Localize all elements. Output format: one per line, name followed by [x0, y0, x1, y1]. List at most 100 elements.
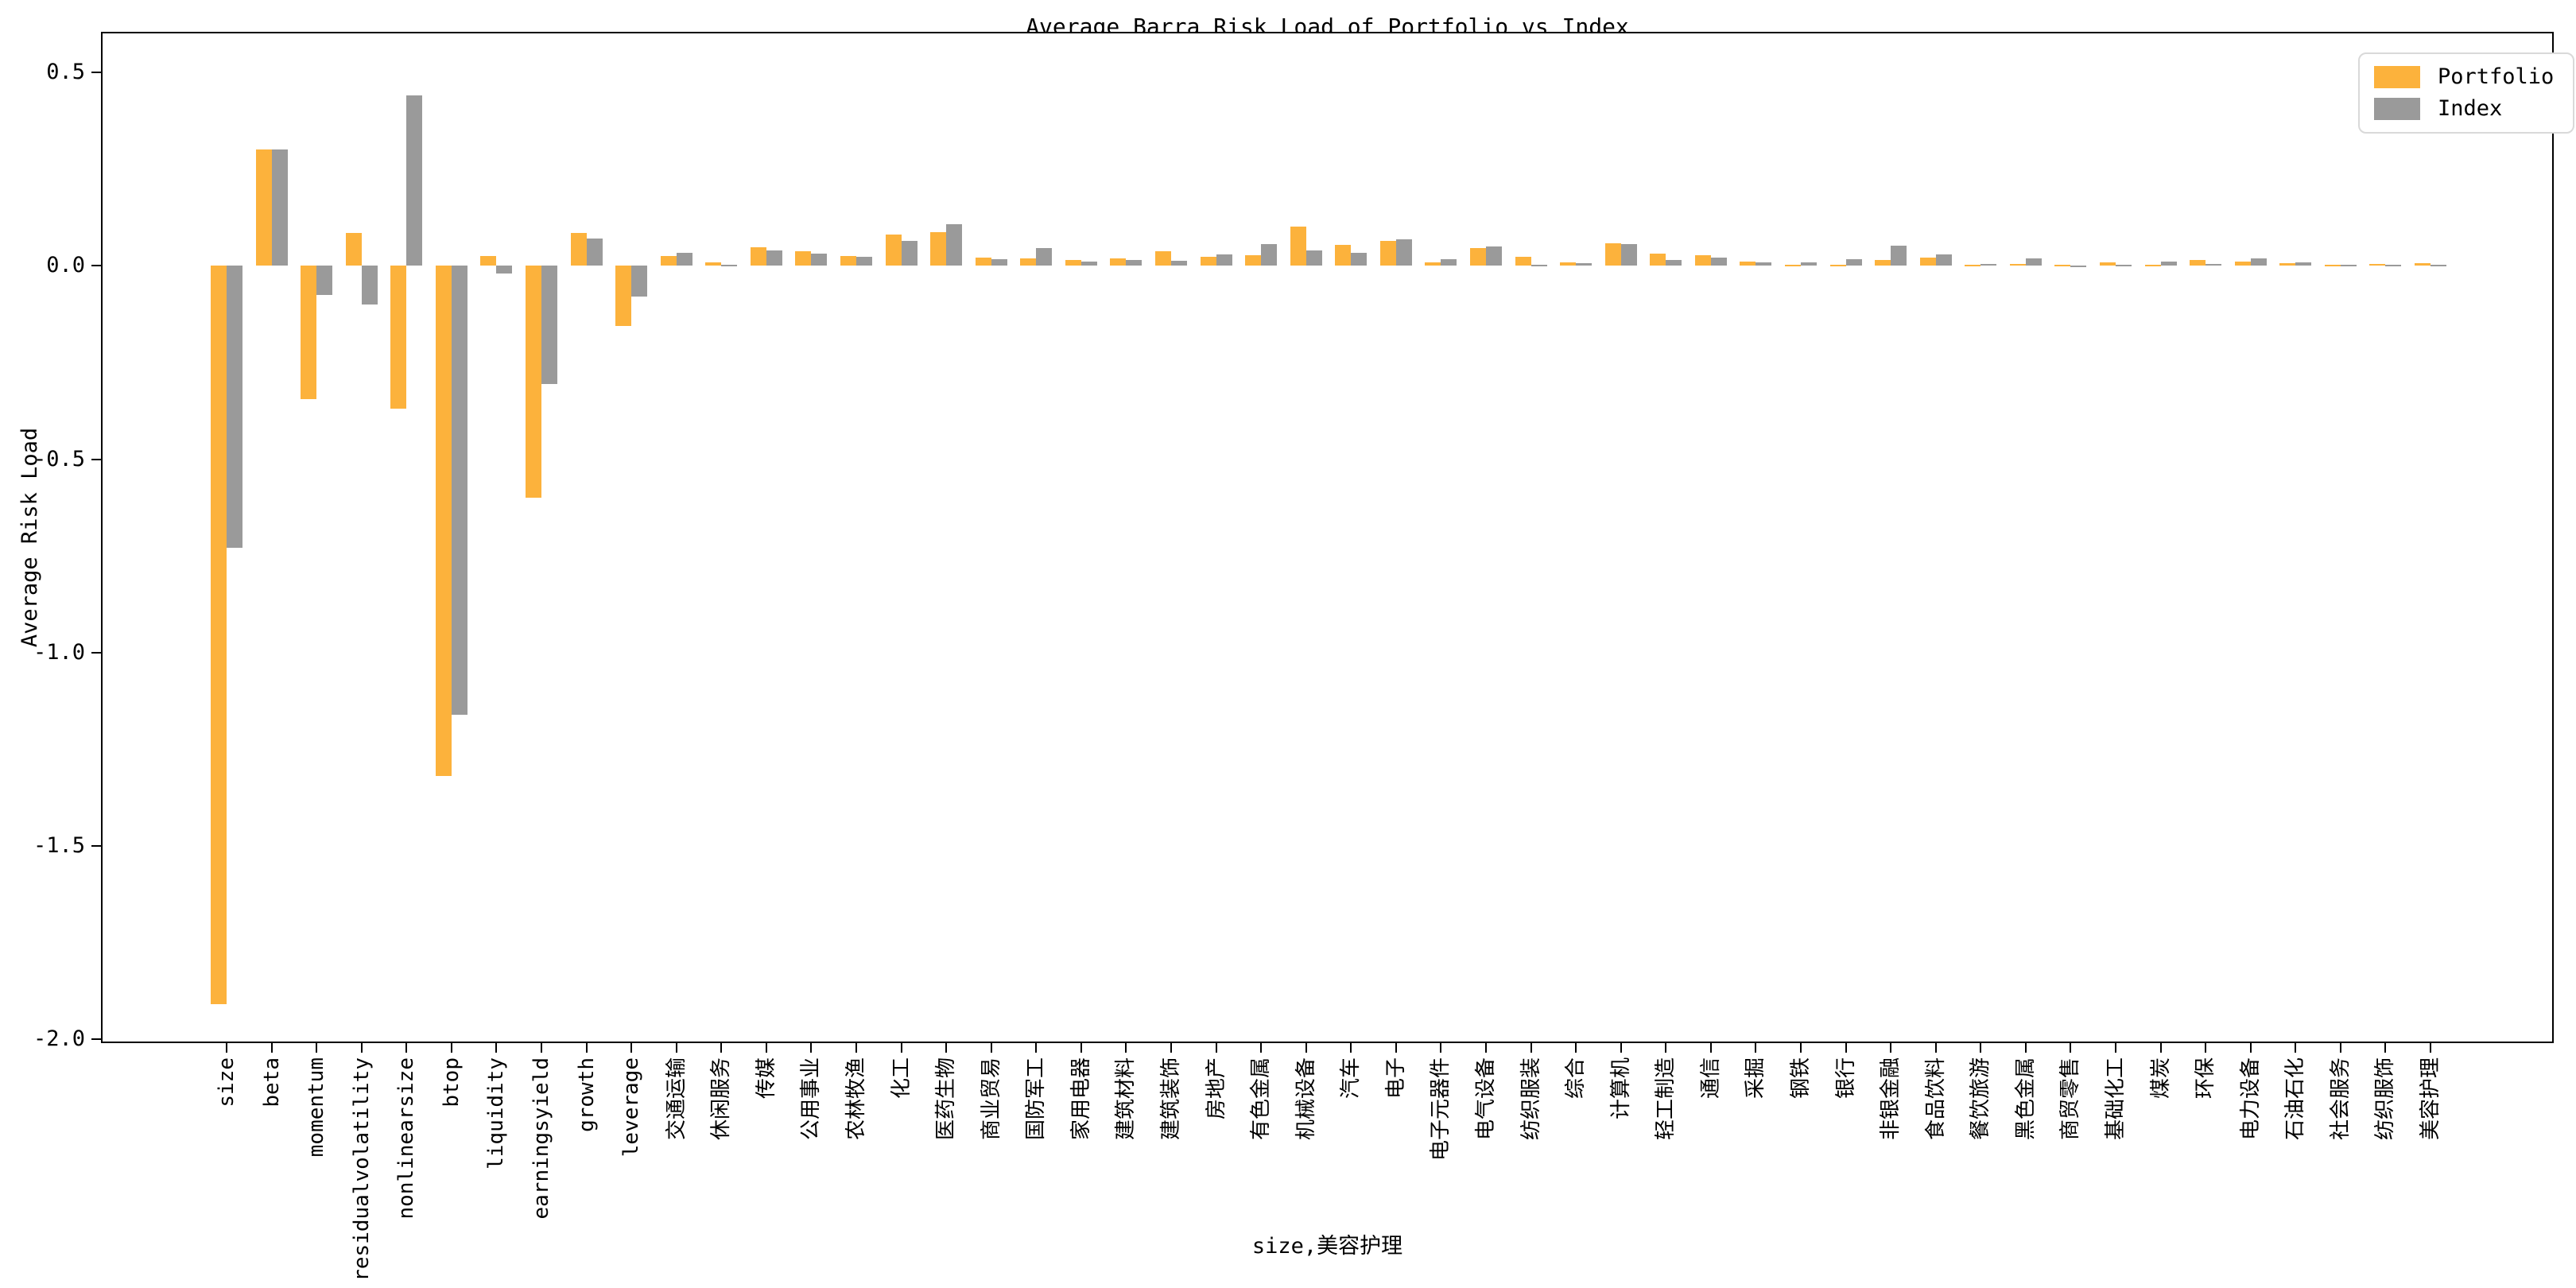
y-tick [91, 265, 101, 267]
x-tick-label: 钢铁 [1788, 1057, 1813, 1100]
index-bar-nonlinearsize [406, 95, 423, 266]
portfolio-bar-家用电器 [1065, 259, 1081, 266]
index-bar-环保 [2206, 263, 2222, 266]
portfolio-bar-电子 [1379, 241, 1396, 266]
y-tick-label: -1.0 [33, 639, 85, 665]
x-tick-label: 餐饮旅游 [1969, 1057, 1993, 1141]
portfolio-bar-综合 [1560, 262, 1577, 266]
x-tick-label: residualvolatility [349, 1057, 374, 1282]
index-bar-综合 [1576, 263, 1593, 266]
index-bar-电子 [1395, 239, 1412, 266]
portfolio-bar-电力设备 [2234, 261, 2251, 266]
x-tick [540, 1043, 542, 1053]
index-bar-btop [451, 266, 467, 715]
x-tick [900, 1043, 902, 1053]
x-tick [2024, 1043, 2027, 1053]
x-tick-label: 传媒 [754, 1057, 778, 1100]
index-bar-计算机 [1620, 243, 1637, 266]
x-tick-label: 医药生物 [934, 1057, 959, 1141]
x-tick [990, 1043, 992, 1053]
x-tick-label: 非银金融 [1879, 1057, 1903, 1141]
portfolio-bar-nonlinearsize [390, 266, 407, 409]
portfolio-bar-美容护理 [2414, 263, 2431, 266]
portfolio-bar-农林牧渔 [840, 255, 856, 266]
portfolio-bar-交通运输 [660, 255, 677, 266]
portfolio-bar-机械设备 [1290, 226, 1306, 266]
portfolio-bar-社会服务 [2324, 264, 2341, 266]
x-tick [1080, 1043, 1082, 1053]
index-bar-momentum [316, 266, 333, 295]
portfolio-bar-growth [570, 232, 587, 266]
portfolio-bar-size [211, 266, 227, 1005]
index-bar-交通运输 [676, 253, 692, 266]
index-bar-leverage [631, 266, 648, 297]
x-tick-label: 建筑材料 [1114, 1057, 1139, 1141]
index-bar-家用电器 [1080, 262, 1097, 266]
x-tick-label: 电力设备 [2238, 1057, 2263, 1141]
x-tick [2070, 1043, 2072, 1053]
x-tick-label: 综合 [1564, 1057, 1589, 1100]
x-tick [1980, 1043, 1982, 1053]
x-tick [2295, 1043, 2297, 1053]
index-bar-纺织服饰 [2385, 264, 2402, 266]
x-tick-label: momentum [305, 1057, 329, 1158]
portfolio-swatch [2374, 66, 2420, 88]
x-tick-label: 通信 [1698, 1057, 1723, 1100]
y-tick-label: 0.0 [46, 253, 85, 278]
index-bar-汽车 [1351, 253, 1368, 266]
x-tick-label: nonlinearsize [394, 1057, 419, 1220]
portfolio-bar-leverage [615, 266, 632, 326]
x-tick-label: 黑色金属 [2013, 1057, 2038, 1141]
x-tick [720, 1043, 723, 1053]
x-tick-label: 环保 [2194, 1057, 2218, 1100]
y-tick-label: -0.5 [33, 446, 85, 471]
x-tick [2339, 1043, 2341, 1053]
portfolio-bar-采掘 [1740, 262, 1756, 266]
index-bar-earningsyield [541, 266, 557, 384]
x-tick [810, 1043, 813, 1053]
x-tick [405, 1043, 408, 1053]
index-bar-电子元器件 [1441, 259, 1457, 266]
x-tick-label: 计算机 [1608, 1057, 1633, 1120]
index-bar-基础化工 [2115, 264, 2132, 266]
index-bar-通信 [1710, 258, 1727, 266]
x-tick [2114, 1043, 2116, 1053]
portfolio-bar-liquidity [480, 256, 497, 266]
index-bar-黑色金属 [2025, 258, 2042, 266]
index-bar-钢铁 [1800, 262, 1817, 266]
portfolio-bar-earningsyield [525, 266, 541, 499]
x-tick [1170, 1043, 1172, 1053]
x-tick-label: 基础化工 [2103, 1057, 2128, 1141]
portfolio-bar-计算机 [1604, 243, 1621, 266]
x-tick [495, 1043, 498, 1053]
portfolio-bar-电子元器件 [1425, 262, 1441, 266]
x-tick [1845, 1043, 1847, 1053]
x-tick [1215, 1043, 1217, 1053]
x-tick-label: 建筑装饰 [1158, 1057, 1183, 1141]
index-legend-label: Index [2438, 96, 2503, 121]
portfolio-bar-食品饮料 [1919, 258, 1936, 266]
portfolio-bar-汽车 [1335, 245, 1352, 266]
y-tick [91, 651, 101, 654]
index-bar-采掘 [1755, 262, 1772, 266]
x-tick-label: 家用电器 [1069, 1057, 1093, 1141]
x-axis-label: size,美容护理 [1251, 1234, 1403, 1259]
index-bar-有色金属 [1261, 244, 1278, 266]
x-tick [1709, 1043, 1712, 1053]
portfolio-bar-非银金融 [1875, 260, 1891, 266]
x-tick-label: 商业贸易 [979, 1057, 1003, 1141]
x-tick-label: earningsyield [529, 1057, 553, 1220]
x-tick-label: 电气设备 [1473, 1057, 1498, 1141]
x-tick [316, 1043, 318, 1053]
index-bar-liquidity [496, 266, 513, 274]
index-bar-商贸零售 [2070, 265, 2087, 267]
x-tick [1350, 1043, 1352, 1053]
portfolio-bar-轻工制造 [1650, 254, 1666, 266]
x-tick [1799, 1043, 1802, 1053]
x-tick [1305, 1043, 1307, 1053]
x-tick [585, 1043, 588, 1053]
x-tick-label: 电子元器件 [1429, 1057, 1453, 1162]
index-bar-beta [271, 149, 288, 266]
portfolio-bar-餐饮旅游 [1965, 265, 1981, 267]
